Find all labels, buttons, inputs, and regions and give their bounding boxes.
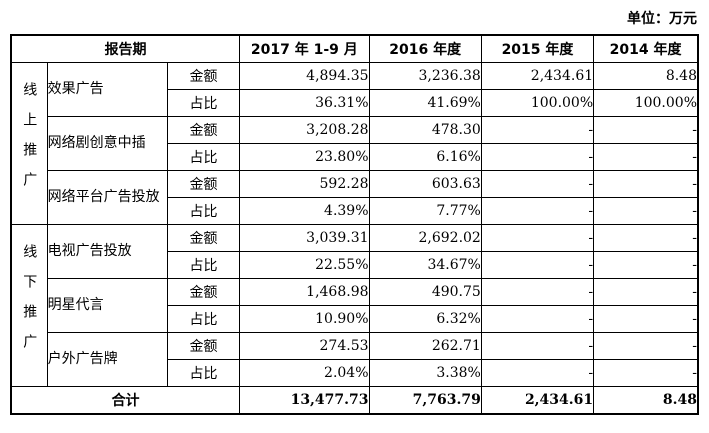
- value-cell: 3,208.28: [239, 116, 370, 144]
- value-cell: -: [480, 116, 595, 144]
- total-value-cell: 13,477.73: [239, 386, 370, 415]
- metric-label-cell: 占比: [166, 197, 241, 225]
- category-cell: 明星代言: [46, 278, 168, 333]
- group-label-text: 线上推广: [21, 81, 38, 202]
- promotion-expense-table: 报告期 2017 年 1-9 月 2016 年度 2015 年度 2014 年度…: [10, 34, 699, 415]
- header-row: 报告期 2017 年 1-9 月 2016 年度 2015 年度 2014 年度: [10, 34, 699, 63]
- value-cell: -: [593, 278, 699, 306]
- metric-label-cell: 金额: [166, 62, 241, 90]
- metric-label-cell: 金额: [166, 224, 241, 252]
- value-cell: -: [480, 170, 595, 198]
- table-row: 户外广告牌 金额 274.53 262.71 - -: [11, 332, 699, 387]
- total-value-cell: 2,434.61: [480, 386, 595, 415]
- value-cell: 6.16%: [368, 143, 482, 171]
- value-cell: 34.67%: [368, 251, 482, 279]
- group-label-text: 线下推广: [21, 243, 38, 364]
- value-cell: -: [480, 251, 595, 279]
- value-cell: -: [480, 143, 595, 171]
- value-cell: 22.55%: [239, 251, 370, 279]
- total-label: 合计: [10, 386, 241, 415]
- table-row: 网络剧创意中插 金额 3,208.28 478.30 - -: [11, 116, 699, 171]
- value-cell: 603.63: [368, 170, 482, 198]
- value-cell: 1,468.98: [239, 278, 370, 306]
- unit-label: 单位：万元: [627, 11, 697, 27]
- metric-label-cell: 占比: [166, 359, 241, 387]
- value-cell: -: [593, 224, 699, 252]
- value-cell: 100.00%: [593, 89, 699, 117]
- table-row: 占比 22.55% 34.67% - -: [11, 251, 699, 279]
- value-cell: 262.71: [368, 332, 482, 360]
- value-cell: 8.48: [593, 62, 699, 90]
- table-row: 线上推广 效果广告 金额 4,894.35 3,236.38 2,434.61 …: [10, 62, 699, 225]
- value-cell: 592.28: [239, 170, 370, 198]
- value-cell: 7.77%: [368, 197, 482, 225]
- table-row: 占比 23.80% 6.16% - -: [11, 143, 699, 171]
- table-row: 占比 10.90% 6.32% - -: [11, 305, 699, 333]
- value-cell: 3,236.38: [368, 62, 482, 90]
- value-cell: 23.80%: [239, 143, 370, 171]
- value-cell: -: [593, 197, 699, 225]
- value-cell: -: [593, 170, 699, 198]
- value-cell: 6.32%: [368, 305, 482, 333]
- metric-label-cell: 占比: [166, 143, 241, 171]
- table-row: 占比 2.04% 3.38% - -: [11, 359, 699, 387]
- metric-label-cell: 金额: [166, 116, 241, 144]
- metric-label-cell: 占比: [166, 305, 241, 333]
- value-cell: -: [480, 359, 595, 387]
- value-cell: -: [593, 359, 699, 387]
- value-cell: 41.69%: [368, 89, 482, 117]
- report-period-header: 报告期: [10, 34, 241, 63]
- period-header-2017: 2017 年 1-9 月: [239, 34, 370, 63]
- value-cell: -: [593, 305, 699, 333]
- category-cell: 效果广告: [46, 62, 168, 117]
- total-row: 合计 13,477.73 7,763.79 2,434.61 8.48: [10, 386, 699, 415]
- metric-label-cell: 金额: [166, 332, 241, 360]
- value-cell: 274.53: [239, 332, 370, 360]
- table-row: 占比 36.31% 41.69% 100.00% 100.00%: [11, 89, 699, 117]
- category-cell: 电视广告投放: [46, 224, 168, 279]
- value-cell: 2,692.02: [368, 224, 482, 252]
- table-row: 网络平台广告投放 金额 592.28 603.63 - -: [11, 170, 699, 225]
- value-cell: 490.75: [368, 278, 482, 306]
- value-cell: 3,039.31: [239, 224, 370, 252]
- value-cell: 2.04%: [239, 359, 370, 387]
- value-cell: 4.39%: [239, 197, 370, 225]
- metric-label-cell: 金额: [166, 170, 241, 198]
- value-cell: -: [480, 197, 595, 225]
- value-cell: 478.30: [368, 116, 482, 144]
- value-cell: 36.31%: [239, 89, 370, 117]
- value-cell: 3.38%: [368, 359, 482, 387]
- value-cell: 4,894.35: [239, 62, 370, 90]
- total-value-cell: 7,763.79: [368, 386, 482, 415]
- metric-label-cell: 占比: [166, 251, 241, 279]
- category-cell: 网络平台广告投放: [46, 170, 168, 225]
- value-cell: -: [480, 224, 595, 252]
- value-cell: -: [593, 116, 699, 144]
- value-cell: 2,434.61: [480, 62, 595, 90]
- table-row: 明星代言 金额 1,468.98 490.75 - -: [11, 278, 699, 333]
- metric-label-cell: 占比: [166, 89, 241, 117]
- period-header-2015: 2015 年度: [480, 34, 595, 63]
- total-value-cell: 8.48: [593, 386, 699, 415]
- value-cell: 10.90%: [239, 305, 370, 333]
- table-row: 线下推广 电视广告投放 金额 3,039.31 2,692.02 - -: [10, 224, 699, 387]
- group-label-online: 线上推广: [10, 62, 48, 225]
- value-cell: -: [593, 143, 699, 171]
- category-cell: 户外广告牌: [46, 332, 168, 387]
- value-cell: -: [593, 251, 699, 279]
- value-cell: -: [480, 332, 595, 360]
- value-cell: -: [593, 332, 699, 360]
- group-label-offline: 线下推广: [10, 224, 48, 387]
- value-cell: 100.00%: [480, 89, 595, 117]
- period-header-2014: 2014 年度: [593, 34, 699, 63]
- period-header-2016: 2016 年度: [368, 34, 482, 63]
- value-cell: -: [480, 278, 595, 306]
- value-cell: -: [480, 305, 595, 333]
- category-cell: 网络剧创意中插: [46, 116, 168, 171]
- metric-label-cell: 金额: [166, 278, 241, 306]
